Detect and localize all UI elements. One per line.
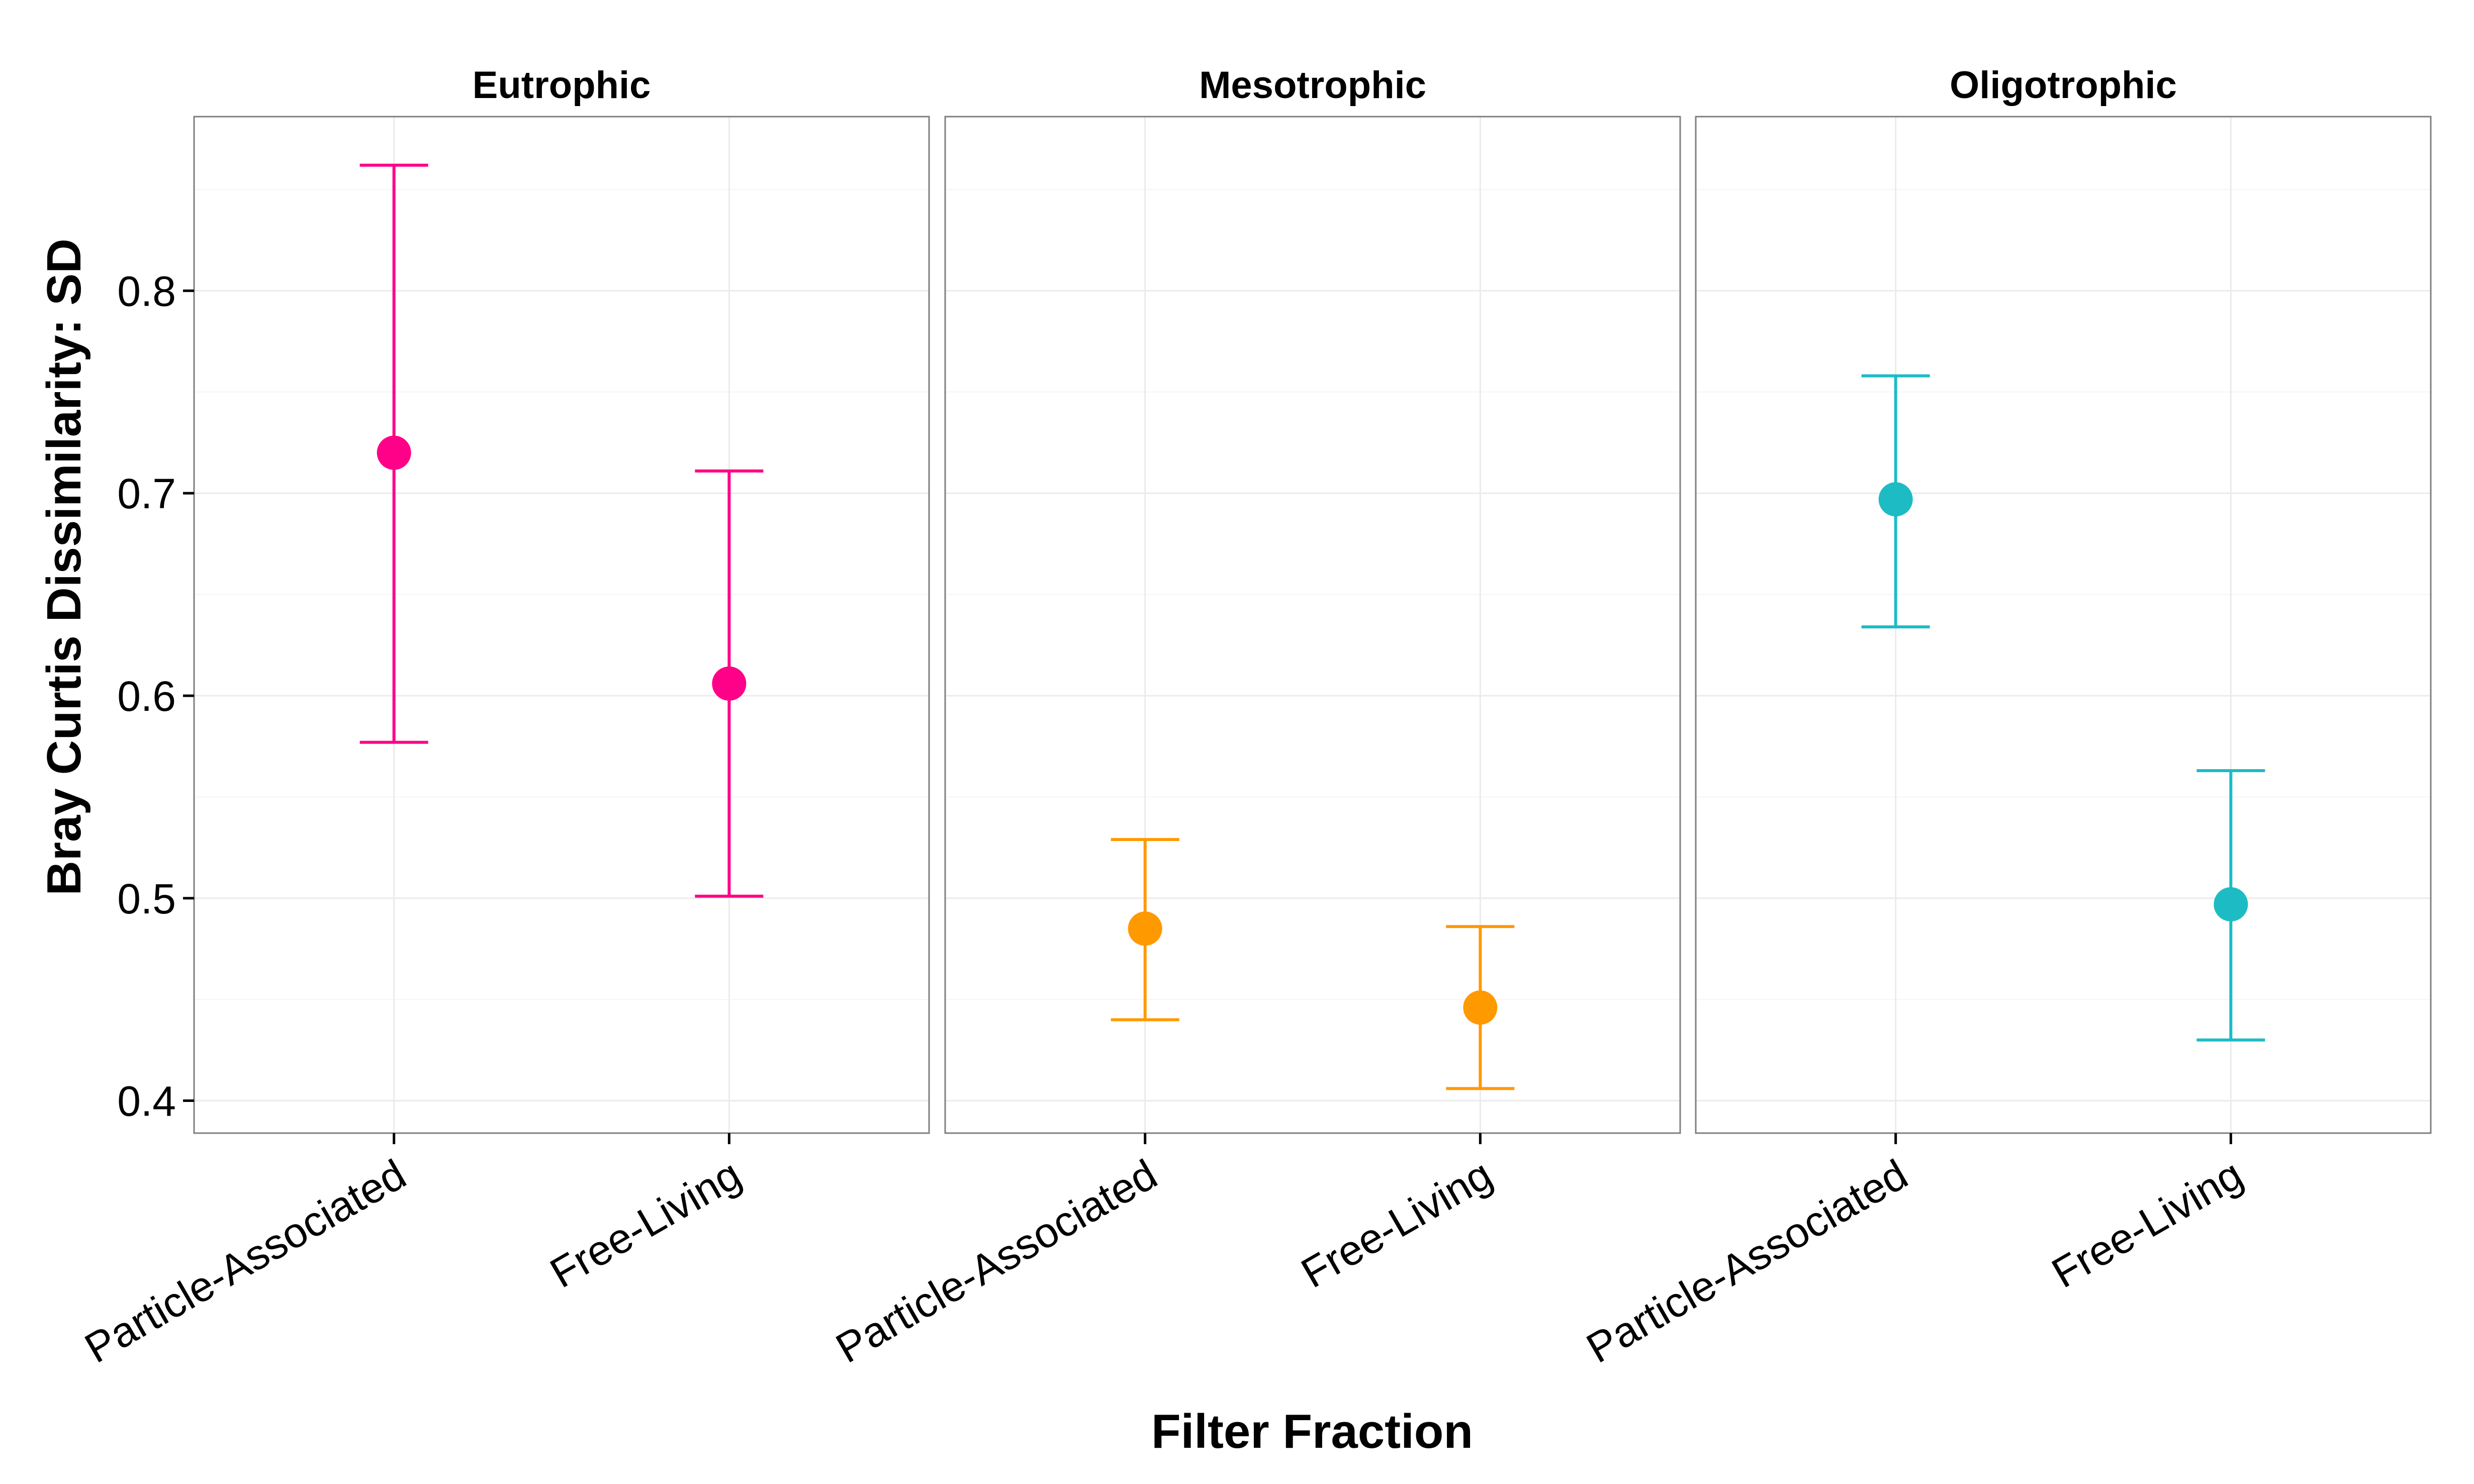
panel-border [1695,116,2432,1134]
data-point [1128,911,1162,946]
y-tick-label: 0.8 [117,267,176,315]
data-point [377,435,411,470]
y-tick-label: 0.4 [117,1078,176,1125]
x-axis-title: Filter Fraction [1151,1405,1473,1458]
data-point [1878,482,1913,517]
data-point [1463,990,1498,1025]
data-point [2214,887,2248,921]
y-tick-label: 0.7 [117,470,176,517]
panel-background [193,116,930,1134]
panel-border [193,116,930,1134]
facet-title: Mesotrophic [1199,64,1426,107]
panel-background [944,116,1681,1134]
facet-title: Eutrophic [473,64,651,107]
y-axis-title: Bray Curtis Dissimilarity: SD [37,238,91,895]
data-point [712,666,747,701]
y-axis: 0.4 0.5 0.6 0.7 0.8 [117,267,194,1125]
panel-border [944,116,1681,1134]
facet-title: Oligotrophic [1950,64,2177,107]
y-tick-label: 0.5 [117,875,176,922]
panel-background [1695,116,2432,1134]
y-tick-label: 0.6 [117,673,176,720]
